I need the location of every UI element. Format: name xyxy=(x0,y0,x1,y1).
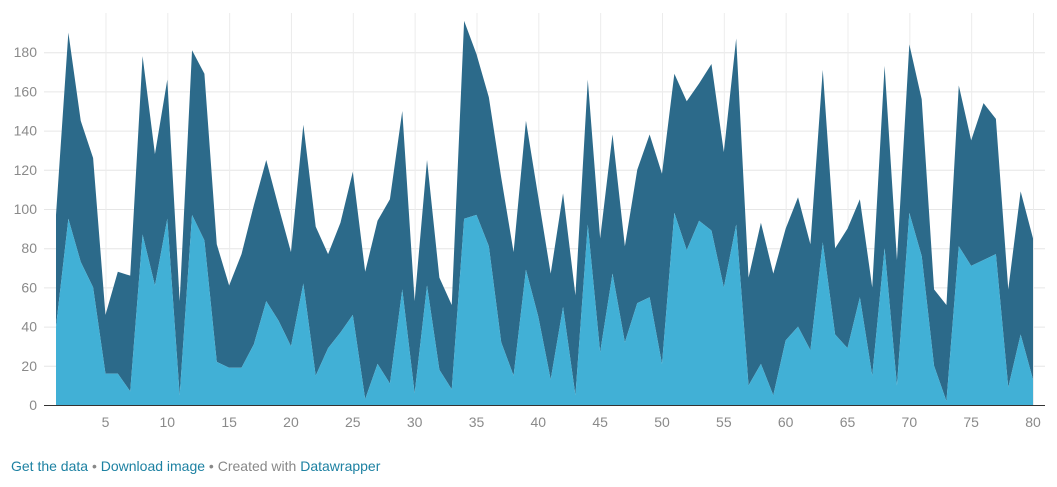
x-tick-label: 45 xyxy=(592,414,608,430)
x-tick-label: 20 xyxy=(283,414,299,430)
x-tick-label: 25 xyxy=(345,414,361,430)
y-tick-label: 0 xyxy=(29,397,37,413)
area-chart: 0 20 40 60 80 100 120 140 160 180 5 10 15 20 25 30 35 40 4… xyxy=(14,13,1045,430)
y-tick-label: 180 xyxy=(14,44,38,60)
x-tick-label: 30 xyxy=(407,414,423,430)
x-tick-label: 65 xyxy=(840,414,856,430)
download-image-link[interactable]: Download image xyxy=(100,458,206,474)
x-tick-label: 75 xyxy=(963,414,979,430)
x-tick-label: 35 xyxy=(469,414,485,430)
y-tick-label: 140 xyxy=(14,123,38,139)
x-tick-label: 50 xyxy=(654,414,670,430)
footer-separator: • xyxy=(205,458,218,474)
y-tick-label: 120 xyxy=(14,162,38,178)
get-data-link[interactable]: Get the data xyxy=(11,458,89,474)
datawrapper-link[interactable]: Datawrapper xyxy=(300,458,381,474)
x-tick-label: 10 xyxy=(160,414,176,430)
area-series-bottom xyxy=(56,212,1033,405)
y-tick-label: 40 xyxy=(21,319,37,335)
x-tick-label: 15 xyxy=(221,414,237,430)
y-tick-label: 160 xyxy=(14,83,38,99)
created-with-text: Created with xyxy=(217,458,301,474)
x-tick-label: 55 xyxy=(716,414,732,430)
y-tick-label: 80 xyxy=(21,240,37,256)
x-tick-label: 40 xyxy=(531,414,547,430)
y-tick-label: 60 xyxy=(21,279,37,295)
chart-container: 0 20 40 60 80 100 120 140 160 180 5 10 15 20 25 30 35 40 4… xyxy=(14,13,1045,430)
y-tick-label: 100 xyxy=(14,201,38,217)
x-tick-label: 70 xyxy=(902,414,918,430)
area-series-top xyxy=(56,20,1033,402)
x-tick-label: 80 xyxy=(1025,414,1041,430)
x-tick-label: 60 xyxy=(778,414,794,430)
y-tick-label: 20 xyxy=(21,358,37,374)
chart-footer: Get the data • Download image • Created … xyxy=(11,458,380,474)
footer-separator: • xyxy=(88,458,101,474)
x-tick-label: 5 xyxy=(102,414,110,430)
